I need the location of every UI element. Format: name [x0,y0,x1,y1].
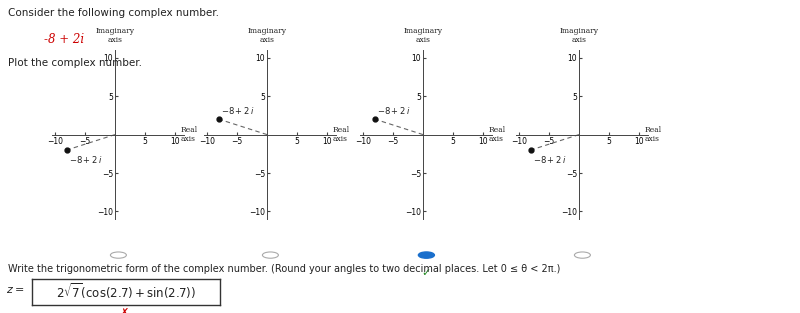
Text: $2\sqrt{7}\left(\cos(2.7) + \sin(2.7)\right)$: $2\sqrt{7}\left(\cos(2.7) + \sin(2.7)\ri… [56,281,196,301]
Text: Imaginary
axis: Imaginary axis [95,27,134,44]
Text: $-8 + 2\,i$: $-8 + 2\,i$ [69,154,102,165]
Text: Real
axis: Real axis [181,126,198,143]
Text: Imaginary
axis: Imaginary axis [247,27,286,44]
Text: $-8 + 2\,i$: $-8 + 2\,i$ [221,105,254,116]
Text: -8 + 2i: -8 + 2i [44,33,84,46]
Text: Plot the complex number.: Plot the complex number. [8,58,142,68]
Text: Consider the following complex number.: Consider the following complex number. [8,8,219,18]
Text: $-8 + 2\,i$: $-8 + 2\,i$ [533,154,566,165]
Text: Real
axis: Real axis [333,126,350,143]
Text: Imaginary
axis: Imaginary axis [559,27,598,44]
Text: Real
axis: Real axis [489,126,506,143]
Text: $-8 + 2\,i$: $-8 + 2\,i$ [377,105,410,116]
Text: Write the trigonometric form of the complex number. (Round your angles to two de: Write the trigonometric form of the comp… [8,264,560,275]
Text: Real
axis: Real axis [645,126,662,143]
Text: Imaginary
axis: Imaginary axis [403,27,442,44]
Text: ✗: ✗ [119,308,129,313]
Text: ✓: ✓ [422,268,431,278]
Text: $z =$: $z =$ [6,285,25,295]
